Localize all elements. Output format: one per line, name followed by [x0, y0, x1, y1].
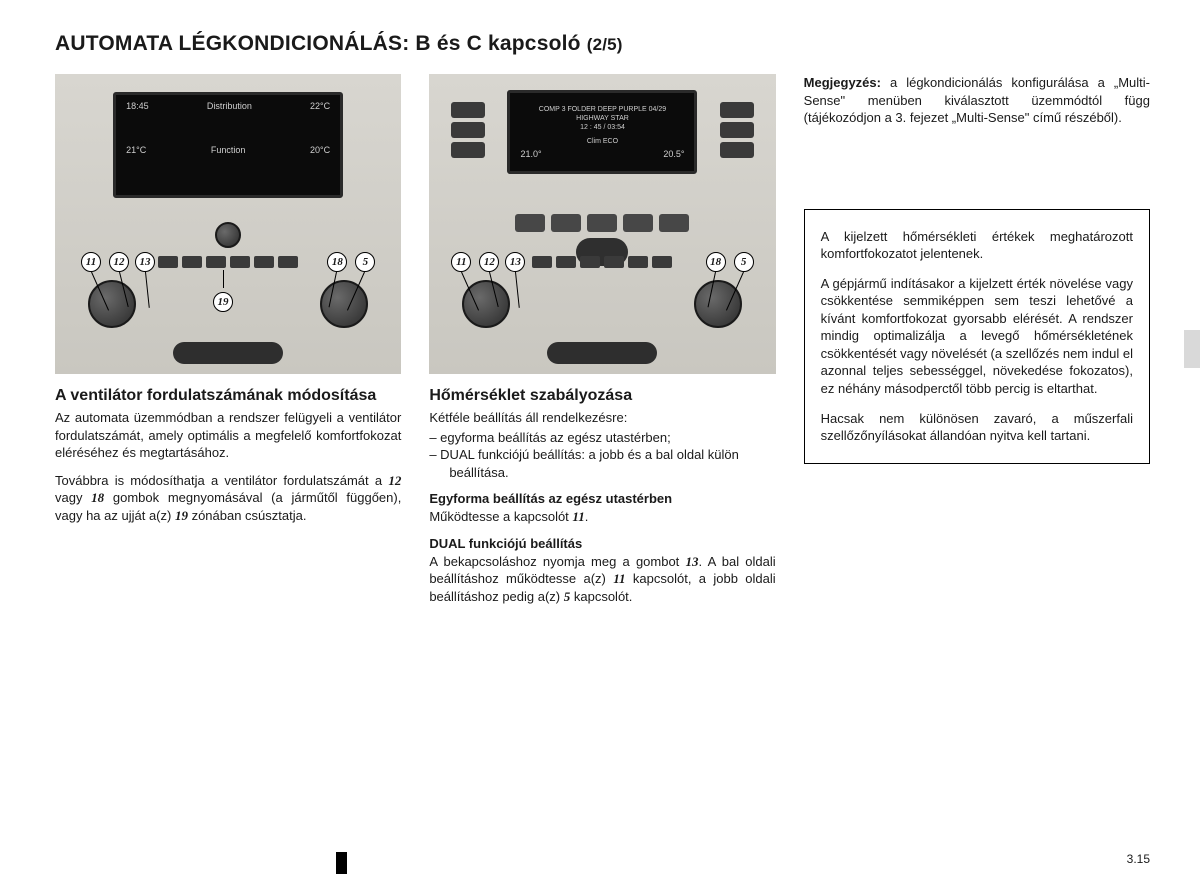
hazard-bar	[173, 342, 283, 364]
page-number: 3.15	[1127, 852, 1150, 866]
dashboard-mock: 18:45 Distribution 22°C 21°C Function 20…	[55, 74, 401, 374]
col3-note: Megjegyzés: a légkondicionálás konfigurá…	[804, 74, 1150, 127]
callout-12: 12	[109, 252, 129, 272]
col2-sh2-p: A bekapcsoláshoz nyomja meg a gombot 13.…	[429, 553, 775, 606]
title-sub: (2/5)	[587, 35, 623, 54]
content-columns: 41061 18:45 Distribution 22°C 21°C Funct…	[55, 74, 1150, 616]
section-marker	[336, 852, 347, 874]
callout-19: 19	[213, 292, 233, 312]
col1-heading: A ventilátor fordulatszámának módosítása	[55, 386, 401, 405]
right-knob	[320, 280, 368, 328]
manual-page: AUTOMATA LÉGKONDICIONÁLÁS: B és C kapcso…	[0, 0, 1200, 616]
box-p1: A kijelzett hőmérsékleti értékek meghatá…	[821, 228, 1133, 263]
button-row	[143, 256, 313, 270]
col2-sh1-p: Működtesse a kapcsolót 11.	[429, 508, 775, 526]
left-knob	[88, 280, 136, 328]
figure-right: 41060 COMP 3 FOLDER DEEP PURPLE 04/29 HI…	[429, 74, 775, 374]
info-box: A kijelzett hőmérsékleti értékek meghatá…	[804, 209, 1150, 464]
col2-sh2: DUAL funkciójú beállítás	[429, 536, 775, 551]
col2-intro: Kétféle beállítás áll rendelkezésre:	[429, 409, 775, 427]
infotainment-screen-2: COMP 3 FOLDER DEEP PURPLE 04/29 HIGHWAY …	[507, 90, 697, 174]
box-p3: Hacsak nem különösen zavaró, a műszerfal…	[821, 410, 1133, 445]
col1-p1: Az automata üzemmódban a rendszer felügy…	[55, 409, 401, 462]
column-2: 41060 COMP 3 FOLDER DEEP PURPLE 04/29 HI…	[429, 74, 775, 616]
column-1: 41061 18:45 Distribution 22°C 21°C Funct…	[55, 74, 401, 616]
callout-13: 13	[135, 252, 155, 272]
knob-row	[462, 280, 742, 328]
callout-12: 12	[479, 252, 499, 272]
center-knob	[215, 222, 241, 248]
hazard-bar	[547, 342, 657, 364]
title-main: AUTOMATA LÉGKONDICIONÁLÁS: B és C kapcso…	[55, 32, 587, 55]
callout-5: 5	[355, 252, 375, 272]
callout-11: 11	[81, 252, 101, 272]
col1-p2: Továbbra is módosíthatja a ventilátor fo…	[55, 472, 401, 525]
col2-heading: Hőmérséklet szabályozása	[429, 386, 775, 405]
callout-18: 18	[327, 252, 347, 272]
callout-5: 5	[734, 252, 754, 272]
col2-sh1: Egyforma beállítás az egész utastérben	[429, 491, 775, 506]
side-tab	[1184, 330, 1200, 368]
column-3: Megjegyzés: a légkondicionálás konfigurá…	[804, 74, 1150, 616]
callout-18: 18	[706, 252, 726, 272]
dashboard-mock-2: COMP 3 FOLDER DEEP PURPLE 04/29 HIGHWAY …	[429, 74, 775, 374]
callout-11: 11	[451, 252, 471, 272]
left-knob	[462, 280, 510, 328]
page-title: AUTOMATA LÉGKONDICIONÁLÁS: B és C kapcso…	[55, 32, 1150, 56]
figure-left: 41061 18:45 Distribution 22°C 21°C Funct…	[55, 74, 401, 374]
box-p2: A gépjármű indításakor a kijelzett érték…	[821, 275, 1133, 398]
infotainment-screen: 18:45 Distribution 22°C 21°C Function 20…	[113, 92, 343, 198]
col2-bullets: egyforma beállítás az egész utastérben; …	[429, 429, 775, 482]
